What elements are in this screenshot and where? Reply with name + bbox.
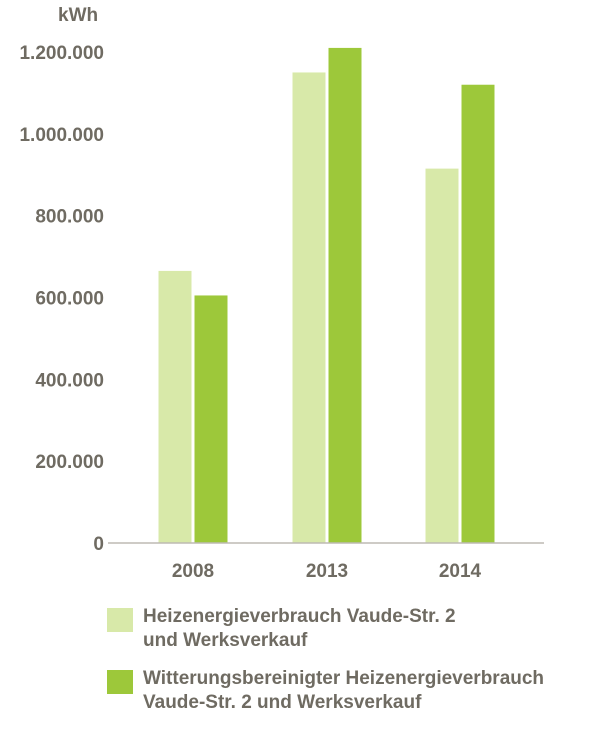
y-axis-unit-label: kWh [58, 5, 98, 26]
bar-2013-series-1 [292, 72, 326, 543]
legend-label-series-2: Witterungsbereinigter Heizenergieverbrau… [143, 668, 545, 713]
bar-2008-series-1 [158, 270, 192, 543]
y-tick-label: 600.000 [35, 289, 104, 310]
x-tick-label: 2008 [172, 561, 214, 582]
bar-2014-series-2 [461, 84, 495, 543]
bar-2014-series-1 [425, 168, 459, 544]
legend-swatch-series-2 [107, 670, 133, 694]
y-axis-ticks: 0 200.000 400.000 600.000 800.000 1.000.000 1.… [19, 43, 104, 555]
legend-item-series-2: Witterungsbereinigter Heizenergieverbrau… [107, 667, 597, 715]
y-tick-label: 400.000 [35, 370, 104, 391]
x-tick-label: 2014 [439, 561, 482, 582]
bar-2008-series-2 [194, 295, 228, 543]
bar-2013-series-2 [328, 47, 362, 544]
legend: Heizenergieverbrauch Vaude-Str. 2 und We… [107, 605, 597, 729]
legend-label-series-1: Heizenergieverbrauch Vaude-Str. 2 und We… [143, 606, 456, 651]
y-tick-label: 1.200.000 [19, 43, 104, 64]
y-tick-label: 1.000.000 [19, 125, 104, 146]
bars [158, 47, 495, 544]
x-tick-label: 2013 [306, 561, 348, 582]
y-tick-label: 800.000 [35, 207, 104, 228]
legend-item-series-1: Heizenergieverbrauch Vaude-Str. 2 und We… [107, 605, 597, 653]
y-tick-label: 0 [93, 534, 104, 555]
x-axis-labels: 2008 2013 2014 [172, 561, 482, 582]
y-tick-label: 200.000 [35, 452, 104, 473]
legend-swatch-series-1 [107, 608, 133, 632]
